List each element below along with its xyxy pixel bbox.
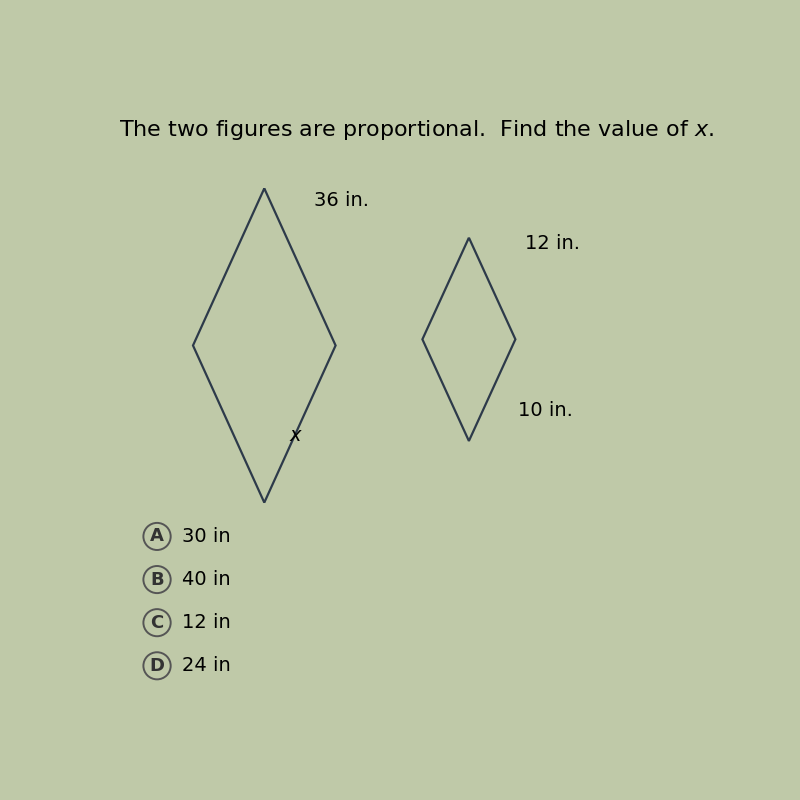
Text: 12 in.: 12 in. (525, 234, 580, 253)
Text: A: A (150, 527, 164, 546)
Text: C: C (150, 614, 164, 632)
Text: 36 in.: 36 in. (314, 191, 369, 210)
Text: 40 in: 40 in (182, 570, 230, 589)
Text: D: D (150, 657, 165, 675)
Text: The two figures are proportional.  Find the value of $\it{x}$.: The two figures are proportional. Find t… (118, 118, 714, 142)
Text: 10 in.: 10 in. (518, 401, 574, 420)
Text: 12 in: 12 in (182, 613, 230, 632)
Text: 30 in: 30 in (182, 527, 230, 546)
Text: 24 in: 24 in (182, 656, 230, 675)
Text: B: B (150, 570, 164, 589)
Text: x: x (289, 426, 301, 445)
